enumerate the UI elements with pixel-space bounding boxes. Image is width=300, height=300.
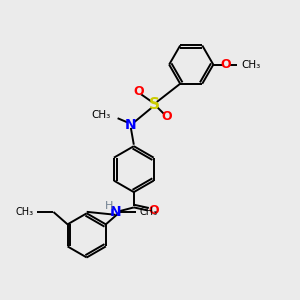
Text: O: O <box>161 110 172 123</box>
Text: CH₃: CH₃ <box>242 60 261 70</box>
Text: O: O <box>133 85 143 98</box>
Text: CH₃: CH₃ <box>140 207 158 217</box>
Text: S: S <box>149 97 160 112</box>
Text: O: O <box>220 58 231 71</box>
Text: N: N <box>125 118 137 132</box>
Text: H: H <box>105 201 113 211</box>
Text: N: N <box>110 205 122 219</box>
Text: CH₃: CH₃ <box>16 207 34 217</box>
Text: CH₃: CH₃ <box>91 110 110 120</box>
Text: O: O <box>148 205 159 218</box>
